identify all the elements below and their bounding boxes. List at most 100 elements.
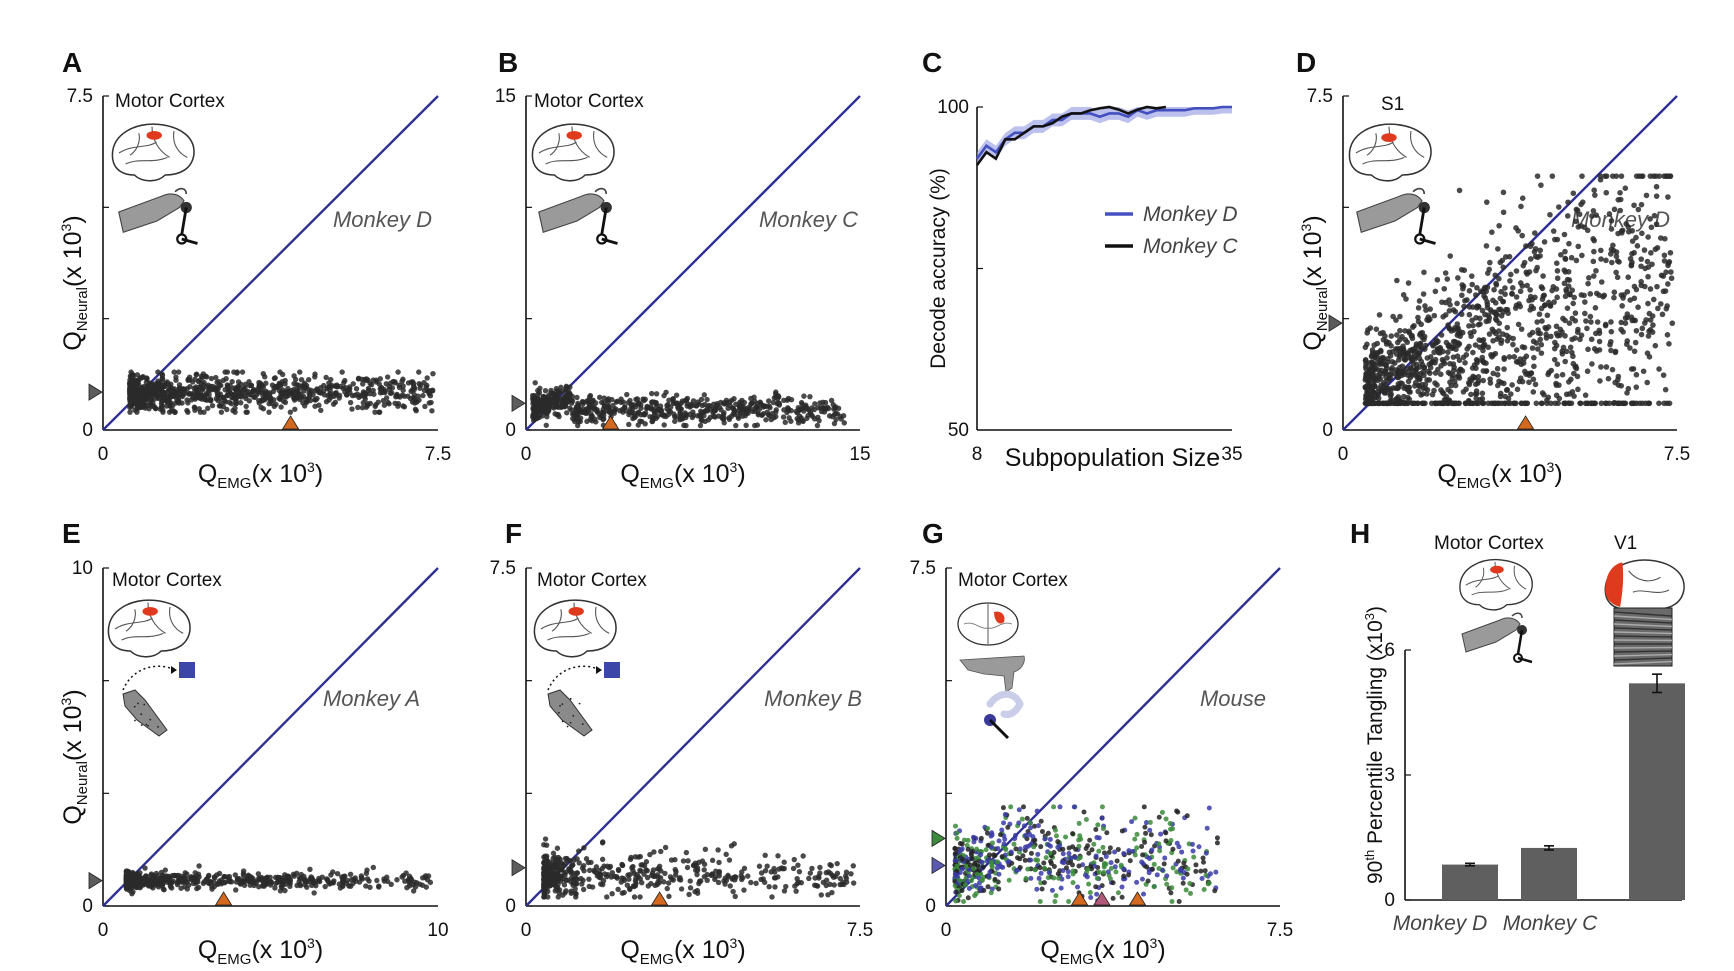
data-point bbox=[1541, 392, 1547, 398]
data-point bbox=[577, 418, 583, 425]
data-point bbox=[980, 864, 986, 870]
data-point bbox=[1214, 835, 1220, 841]
data-point bbox=[1159, 809, 1165, 815]
data-point bbox=[791, 856, 797, 863]
data-point bbox=[627, 397, 633, 404]
data-point bbox=[1547, 211, 1553, 218]
data-point bbox=[1579, 173, 1585, 179]
data-point bbox=[1591, 248, 1597, 255]
data-point bbox=[1403, 296, 1409, 302]
data-point bbox=[1078, 836, 1084, 842]
data-point bbox=[385, 399, 391, 406]
data-point bbox=[1632, 317, 1638, 324]
data-point bbox=[1369, 385, 1376, 392]
data-point bbox=[759, 402, 765, 408]
data-point bbox=[233, 879, 240, 885]
data-point bbox=[740, 875, 746, 881]
data-point bbox=[1644, 379, 1651, 386]
data-point bbox=[1515, 321, 1522, 328]
data-point bbox=[208, 375, 215, 382]
data-point bbox=[1446, 297, 1452, 303]
data-point bbox=[303, 399, 310, 406]
data-point bbox=[643, 405, 650, 412]
data-point bbox=[1661, 252, 1668, 259]
data-point bbox=[1641, 247, 1648, 253]
data-point bbox=[366, 878, 372, 884]
brain-icon bbox=[531, 123, 615, 182]
data-point bbox=[1163, 830, 1169, 836]
data-point bbox=[1562, 248, 1568, 255]
data-point bbox=[543, 855, 550, 861]
data-point bbox=[124, 871, 130, 877]
panel-label: E bbox=[62, 518, 81, 549]
data-point bbox=[959, 846, 965, 852]
data-point bbox=[1418, 321, 1425, 328]
data-point bbox=[127, 379, 134, 385]
data-point bbox=[776, 400, 783, 407]
data-point bbox=[336, 395, 342, 401]
data-point bbox=[258, 404, 264, 411]
data-point bbox=[411, 385, 418, 391]
data-point bbox=[1507, 400, 1514, 407]
data-point bbox=[1096, 848, 1102, 854]
data-point bbox=[998, 832, 1004, 838]
data-point bbox=[1132, 815, 1138, 821]
data-point bbox=[1569, 287, 1576, 294]
data-point bbox=[699, 402, 706, 409]
data-point bbox=[698, 396, 705, 403]
data-point bbox=[372, 409, 378, 415]
data-point bbox=[1603, 364, 1610, 370]
data-point bbox=[1568, 254, 1575, 261]
data-point bbox=[827, 861, 833, 868]
data-point bbox=[1181, 860, 1187, 866]
data-point bbox=[541, 860, 547, 866]
data-point bbox=[653, 401, 659, 407]
panel-label: F bbox=[505, 518, 522, 549]
data-point bbox=[1638, 282, 1645, 289]
data-point bbox=[1483, 368, 1489, 374]
data-point bbox=[1193, 868, 1199, 874]
data-point bbox=[1572, 310, 1579, 316]
data-point bbox=[1551, 356, 1558, 363]
data-point bbox=[1175, 858, 1181, 864]
data-point bbox=[1490, 352, 1497, 358]
data-point bbox=[1438, 332, 1445, 338]
data-point bbox=[1042, 836, 1048, 842]
data-point bbox=[1459, 292, 1465, 299]
data-point bbox=[1088, 894, 1094, 900]
data-point bbox=[671, 411, 677, 417]
data-point bbox=[1480, 377, 1486, 384]
data-point bbox=[1533, 340, 1540, 346]
data-point bbox=[1583, 318, 1589, 324]
data-point bbox=[1168, 890, 1174, 896]
data-point bbox=[1539, 296, 1546, 303]
data-point bbox=[599, 856, 606, 863]
data-point bbox=[211, 386, 217, 392]
data-point bbox=[1191, 854, 1197, 860]
data-point bbox=[1617, 196, 1624, 203]
data-point bbox=[783, 883, 789, 890]
data-point bbox=[1554, 275, 1561, 282]
data-point bbox=[975, 863, 981, 869]
data-point bbox=[1417, 370, 1424, 377]
data-point bbox=[1031, 844, 1037, 850]
y-axis-label: QNeural(x 103) bbox=[1298, 215, 1331, 350]
data-point bbox=[624, 391, 630, 398]
data-point bbox=[959, 888, 965, 894]
data-point bbox=[735, 413, 741, 419]
data-point bbox=[1446, 325, 1452, 331]
data-point bbox=[420, 392, 426, 399]
data-point bbox=[658, 868, 664, 874]
data-point bbox=[573, 891, 579, 897]
data-point bbox=[664, 885, 670, 892]
data-point bbox=[1506, 354, 1513, 360]
data-point bbox=[696, 880, 702, 887]
data-point bbox=[1085, 843, 1091, 849]
data-point bbox=[1463, 351, 1470, 358]
data-point bbox=[141, 399, 147, 406]
data-point bbox=[1383, 370, 1389, 377]
data-point bbox=[1390, 313, 1396, 320]
data-point bbox=[1565, 199, 1571, 206]
data-point bbox=[755, 410, 761, 416]
data-point bbox=[1091, 841, 1097, 847]
